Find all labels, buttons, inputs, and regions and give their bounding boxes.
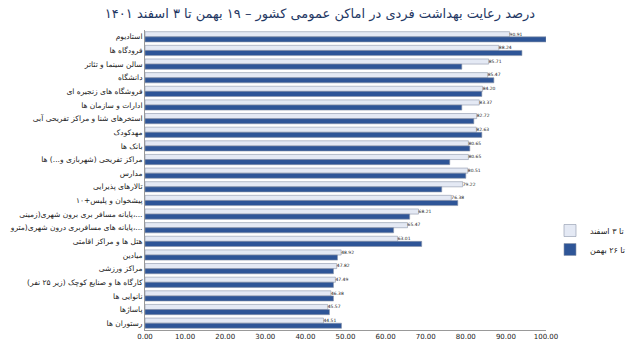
svg-text:پاساژها: پاساژها — [120, 305, 143, 314]
svg-text:65.47: 65.47 — [408, 222, 421, 227]
svg-text:مراکز تفریحی (شهربازی و...) ها: مراکز تفریحی (شهربازی و...) ها — [41, 155, 142, 164]
svg-text:85.47: 85.47 — [488, 72, 501, 77]
svg-text:47.82: 47.82 — [337, 263, 350, 268]
svg-text:دانشگاه: دانشگاه — [118, 73, 143, 82]
svg-text:سالن سینما و تئاتر: سالن سینما و تئاتر — [84, 60, 143, 69]
svg-text:پایانه مسافر بری برون شهری(زمی: پایانه مسافر بری برون شهری(زمینی،... — [19, 210, 142, 219]
svg-text:تا ۳ اسفند: تا ۳ اسفند — [590, 227, 624, 236]
svg-text:90.91: 90.91 — [510, 32, 523, 37]
svg-text:20.00: 20.00 — [215, 333, 235, 341]
svg-text:پایانه های مسافربری درون شهری(: پایانه های مسافربری درون شهری(مترو،... — [10, 223, 143, 232]
svg-text:درصد رعایت بهداشت فردی در اماک: درصد رعایت بهداشت فردی در اماکن عمومی کش… — [105, 6, 536, 22]
svg-text:79.22: 79.22 — [463, 182, 476, 187]
svg-text:80.65: 80.65 — [468, 141, 481, 146]
svg-text:88.24: 88.24 — [499, 45, 512, 50]
svg-text:رستوران ها: رستوران ها — [107, 319, 143, 328]
svg-text:ادارات و سازمان ها: ادارات و سازمان ها — [81, 101, 142, 110]
svg-text:80.65: 80.65 — [468, 154, 481, 159]
svg-text:76.38: 76.38 — [451, 195, 464, 200]
svg-text:نانوایی ها: نانوایی ها — [113, 292, 142, 301]
svg-text:47.49: 47.49 — [335, 277, 348, 282]
svg-text:50.00: 50.00 — [335, 333, 355, 341]
svg-text:مراکز ورزشی: مراکز ورزشی — [99, 264, 143, 273]
svg-text:0.00: 0.00 — [137, 333, 153, 341]
svg-text:30.00: 30.00 — [255, 333, 275, 341]
svg-text:مدارس: مدارس — [120, 169, 143, 178]
svg-text:83.37: 83.37 — [479, 100, 492, 105]
svg-text:فرودگاه ها: فرودگاه ها — [109, 46, 143, 55]
svg-text:پیشخوان و پلیس+۱۰: پیشخوان و پلیس+۱۰ — [76, 196, 142, 205]
svg-text:تا ۲۶ بهمن: تا ۲۶ بهمن — [590, 246, 625, 255]
svg-text:10.00: 10.00 — [175, 333, 195, 341]
svg-text:82.72: 82.72 — [477, 113, 490, 118]
svg-text:48.92: 48.92 — [341, 250, 354, 255]
svg-text:60.00: 60.00 — [376, 333, 396, 341]
svg-text:84.20: 84.20 — [483, 86, 496, 91]
svg-text:85.71: 85.71 — [489, 59, 502, 64]
svg-text:80.51: 80.51 — [468, 168, 481, 173]
svg-text:45.57: 45.57 — [328, 304, 341, 309]
svg-text:63.01: 63.01 — [398, 236, 411, 241]
svg-text:استادیوم: استادیوم — [116, 32, 143, 41]
svg-text:44.51: 44.51 — [323, 318, 336, 323]
svg-text:80.00: 80.00 — [456, 333, 476, 341]
svg-text:90.00: 90.00 — [496, 333, 516, 341]
svg-text:82.63: 82.63 — [476, 127, 489, 132]
svg-text:میادین: میادین — [123, 251, 143, 260]
svg-text:100.00: 100.00 — [534, 333, 559, 341]
svg-text:68.21: 68.21 — [419, 209, 432, 214]
svg-text:بانک ها: بانک ها — [121, 142, 143, 151]
svg-text:فروشگاه های زنجیره ای: فروشگاه های زنجیره ای — [66, 87, 142, 96]
svg-text:تالارهای پذیرایی: تالارهای پذیرایی — [93, 182, 142, 191]
svg-text:استخرهای شنا و مراکز تفریحی آب: استخرهای شنا و مراکز تفریحی آبی — [33, 113, 143, 123]
svg-text:70.00: 70.00 — [416, 333, 436, 341]
svg-text:46.38: 46.38 — [331, 291, 344, 296]
svg-text:40.00: 40.00 — [295, 333, 315, 341]
svg-text:هتل ها و مراکز اقامتی: هتل ها و مراکز اقامتی — [73, 237, 143, 246]
svg-text:مهدکودک: مهدکودک — [114, 128, 143, 137]
svg-text:کارگاه ها و صنایع کوچک (زیر ۲۵: کارگاه ها و صنایع کوچک (زیر ۲۵ نفر) — [27, 278, 143, 287]
